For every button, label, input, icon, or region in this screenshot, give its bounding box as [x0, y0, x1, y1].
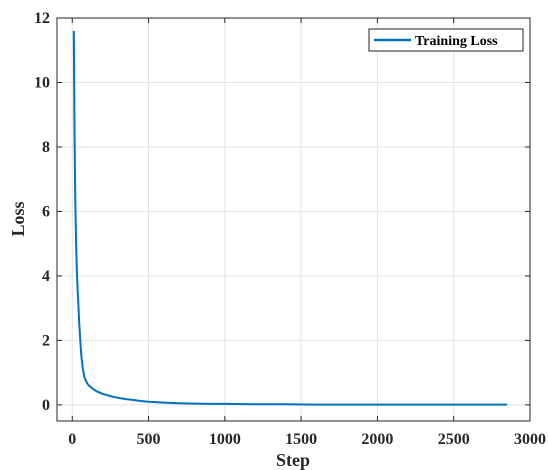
y-tick-label: 0: [42, 397, 50, 414]
legend-label-training-loss: Training Loss: [415, 34, 498, 49]
y-tick-label: 2: [42, 332, 50, 349]
y-tick-label: 10: [34, 74, 50, 91]
series-layer: [72, 30, 508, 406]
plot-frame: [56, 17, 531, 422]
x-tick-labels: 0 500 1000 1500 2000 2500 3000: [68, 431, 546, 448]
x-tick-label: 0: [68, 431, 76, 448]
legend-box: [368, 28, 524, 52]
y-tick-labels: 0 2 4 6 8 10 12: [34, 10, 50, 414]
x-tick-label: 3000: [514, 431, 546, 448]
x-tick-label: 1500: [285, 431, 317, 448]
y-tick-label: 8: [42, 139, 50, 156]
tick-marks: [57, 17, 531, 421]
y-tick-label: 12: [34, 10, 50, 27]
x-axis-label: Step: [276, 450, 310, 470]
legend: Training Loss: [368, 28, 524, 52]
series-line-training-loss: [72, 30, 508, 406]
y-tick-label: 6: [42, 203, 50, 220]
x-tick-label: 2000: [361, 431, 393, 448]
x-tick-label: 2500: [438, 431, 470, 448]
x-tick-label: 1000: [209, 431, 241, 448]
y-tick-label: 4: [42, 268, 50, 285]
y-axis-label: Loss: [8, 201, 28, 236]
x-tick-label: 500: [137, 431, 161, 448]
